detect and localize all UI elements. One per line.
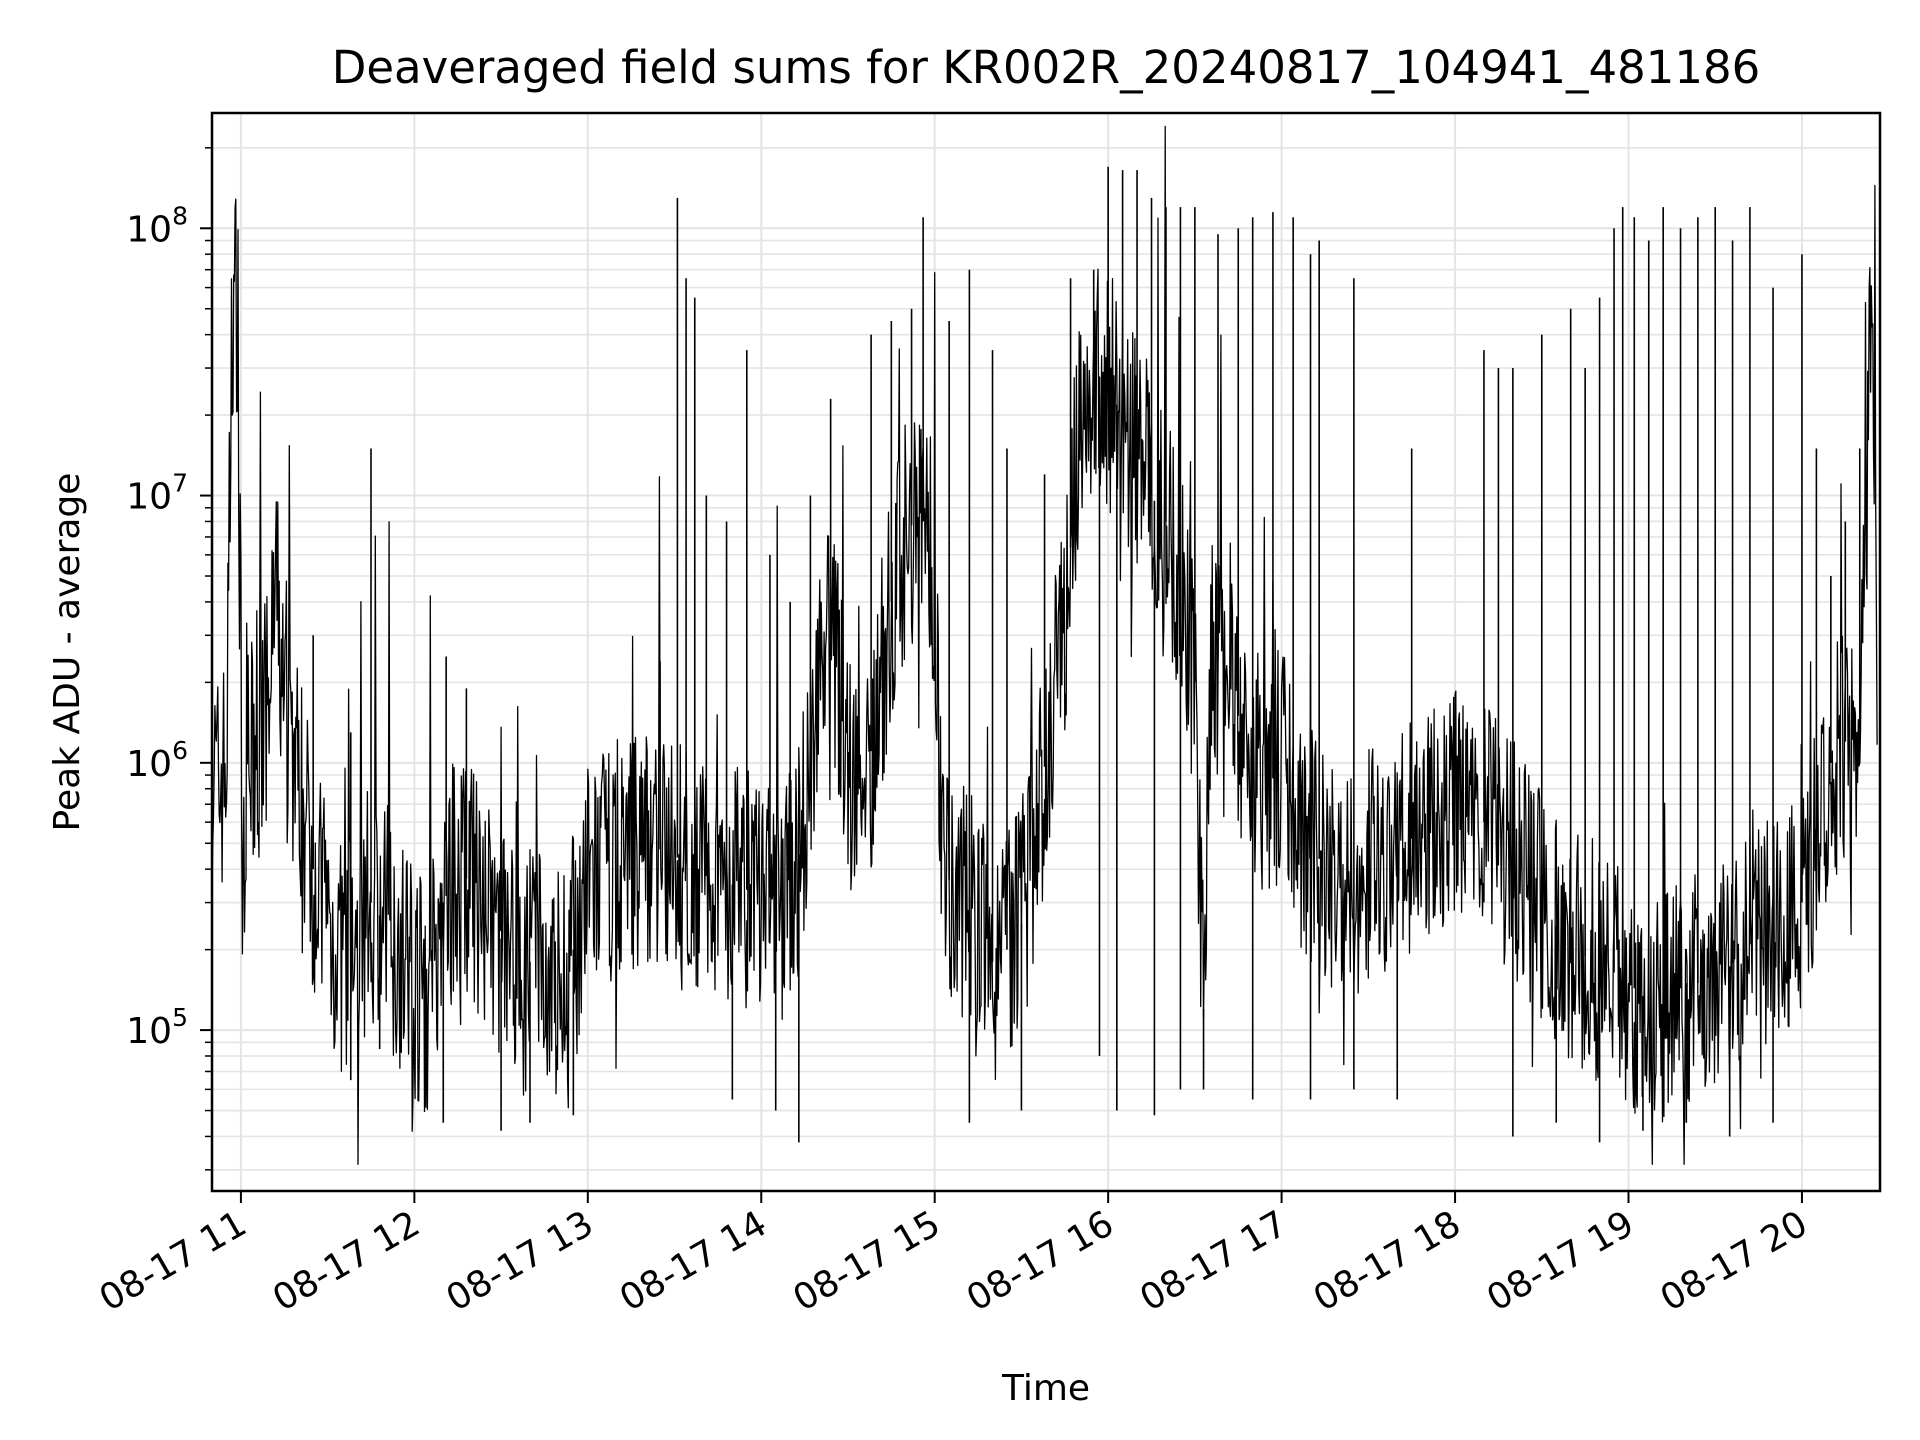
- axes-frame: [210, 111, 1882, 1193]
- plot-area: [211, 125, 1878, 1165]
- y-tick-label: 106: [126, 736, 188, 785]
- y-tick-label: 107: [126, 469, 188, 518]
- y-tick-label: 105: [126, 1003, 188, 1052]
- y-tick-label: 108: [126, 201, 188, 250]
- x-axis-label: Time: [1001, 1368, 1090, 1409]
- grid: [212, 113, 1880, 1191]
- y-axis: 105 106 107 108: [126, 147, 212, 1171]
- chart-title: Deaveraged field sums for KR002R_2024081…: [332, 41, 1761, 94]
- y-axis-label: Peak ADU - average: [47, 473, 88, 832]
